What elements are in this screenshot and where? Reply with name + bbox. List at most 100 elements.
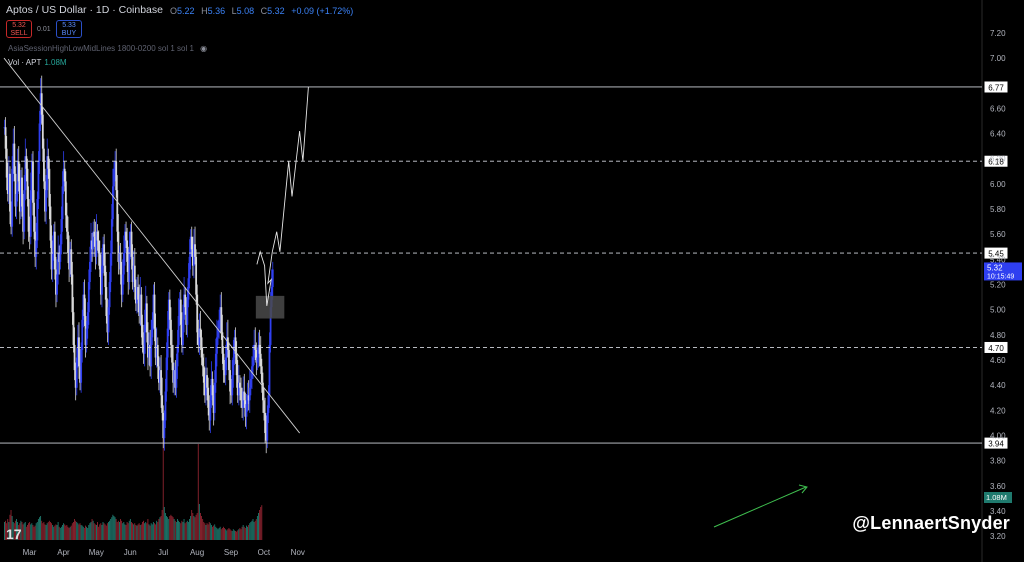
volume-bar bbox=[17, 522, 19, 540]
candle-body bbox=[44, 181, 46, 212]
volume-bar bbox=[114, 517, 116, 540]
tradingview-logo[interactable]: 17 bbox=[6, 526, 22, 542]
candle-body bbox=[30, 161, 33, 191]
candle-body bbox=[166, 328, 169, 358]
volume-bar bbox=[191, 510, 193, 540]
volume-bar bbox=[192, 513, 194, 540]
candle-body bbox=[178, 299, 181, 317]
candle-body bbox=[144, 303, 147, 325]
volume-bar bbox=[161, 510, 163, 540]
candle-body bbox=[199, 328, 202, 338]
candle-body bbox=[201, 357, 204, 367]
volume-legend[interactable]: Vol · APT 1.08M bbox=[8, 58, 67, 67]
candle-body bbox=[237, 382, 240, 396]
current-price-label: 5.32 bbox=[987, 263, 1003, 272]
level-label: 4.70 bbox=[988, 344, 1004, 353]
volume-bar bbox=[126, 522, 128, 540]
volume-bar bbox=[25, 526, 27, 540]
volume-bar bbox=[140, 524, 142, 540]
volume-bar bbox=[21, 522, 23, 540]
candle-body bbox=[248, 387, 251, 401]
volume-bar bbox=[60, 526, 62, 540]
candle-body bbox=[95, 231, 98, 257]
y-tick-label: 5.60 bbox=[990, 230, 1006, 239]
symbol-title[interactable]: Aptos / US Dollar · 1D · Coinbase bbox=[6, 4, 163, 16]
candle-body bbox=[213, 382, 216, 413]
candle-body bbox=[22, 206, 25, 232]
volume-bar bbox=[157, 522, 159, 540]
volume-bar bbox=[97, 522, 98, 540]
volume-bar bbox=[101, 525, 103, 540]
candle-body bbox=[117, 231, 120, 262]
volume-bar bbox=[233, 530, 235, 540]
volume-bar bbox=[219, 526, 221, 540]
volume-bar bbox=[200, 513, 201, 540]
volume-bar bbox=[137, 524, 139, 540]
volume-bar bbox=[155, 524, 157, 540]
sell-label: SELL bbox=[10, 30, 28, 37]
volume-bar bbox=[108, 522, 109, 540]
candle-body bbox=[151, 319, 154, 338]
volume-bar bbox=[197, 444, 199, 540]
author-watermark: @LennaertSnyder bbox=[852, 513, 1010, 533]
volume-bar bbox=[173, 519, 175, 540]
candle-body bbox=[6, 177, 9, 194]
volume-bar bbox=[55, 524, 57, 540]
volume-bar bbox=[57, 522, 59, 540]
low-label: L bbox=[231, 6, 237, 16]
sell-button[interactable]: 5.32 SELL bbox=[6, 20, 32, 38]
volume-bar bbox=[240, 529, 242, 540]
y-tick-label: 3.60 bbox=[990, 482, 1006, 491]
volume-label-box bbox=[984, 492, 1012, 503]
level-label: 5.45 bbox=[988, 250, 1004, 259]
candle-body bbox=[210, 378, 213, 401]
candle-body bbox=[33, 202, 35, 232]
candle-body bbox=[131, 256, 134, 283]
candle-body bbox=[35, 240, 38, 257]
eye-icon[interactable]: ◉ bbox=[200, 44, 208, 53]
volume-bar bbox=[223, 526, 224, 540]
volume-bar bbox=[92, 520, 94, 540]
candle-body bbox=[142, 344, 145, 354]
volume-bar bbox=[69, 526, 71, 540]
candle-body bbox=[114, 161, 116, 169]
candle-body bbox=[4, 127, 7, 149]
candle-body bbox=[145, 303, 148, 333]
candle-body bbox=[224, 357, 227, 376]
x-tick-label: Jul bbox=[158, 548, 168, 557]
candle-body bbox=[219, 307, 222, 320]
volume-bar bbox=[94, 524, 96, 540]
volume-bar bbox=[49, 522, 51, 540]
candle-body bbox=[265, 433, 268, 441]
volume-bar bbox=[244, 528, 246, 540]
volume-value: 1.08M bbox=[44, 58, 67, 67]
candle-body bbox=[264, 412, 267, 434]
volume-bar bbox=[256, 516, 258, 540]
volume-bar bbox=[225, 529, 227, 540]
volume-bar bbox=[118, 522, 120, 540]
volume-bar bbox=[90, 522, 92, 540]
volume-bar bbox=[242, 525, 244, 540]
candle-body bbox=[209, 400, 212, 421]
volume-bar bbox=[77, 523, 79, 540]
candle-body bbox=[101, 265, 103, 295]
open-label: O bbox=[170, 6, 178, 16]
candle-body bbox=[32, 161, 34, 203]
x-tick-label: Aug bbox=[190, 548, 204, 557]
candle-body bbox=[177, 316, 180, 345]
volume-bar bbox=[48, 520, 50, 540]
volume-bar bbox=[151, 524, 153, 540]
buy-button[interactable]: 5.33 BUY bbox=[56, 20, 82, 38]
indicator-legend[interactable]: AsiaSessionHighLowMidLines 1800-0200 sol… bbox=[8, 44, 207, 53]
candle-body bbox=[94, 236, 97, 257]
volume-bar bbox=[80, 525, 82, 540]
volume-bar bbox=[83, 528, 85, 540]
volume-bar bbox=[208, 522, 210, 540]
candle-body bbox=[240, 387, 242, 401]
volume-bar bbox=[91, 519, 93, 540]
candle-body bbox=[38, 123, 41, 162]
level-label-box bbox=[983, 436, 1009, 450]
candle-body bbox=[97, 240, 100, 254]
y-tick-label: 5.80 bbox=[990, 205, 1006, 214]
